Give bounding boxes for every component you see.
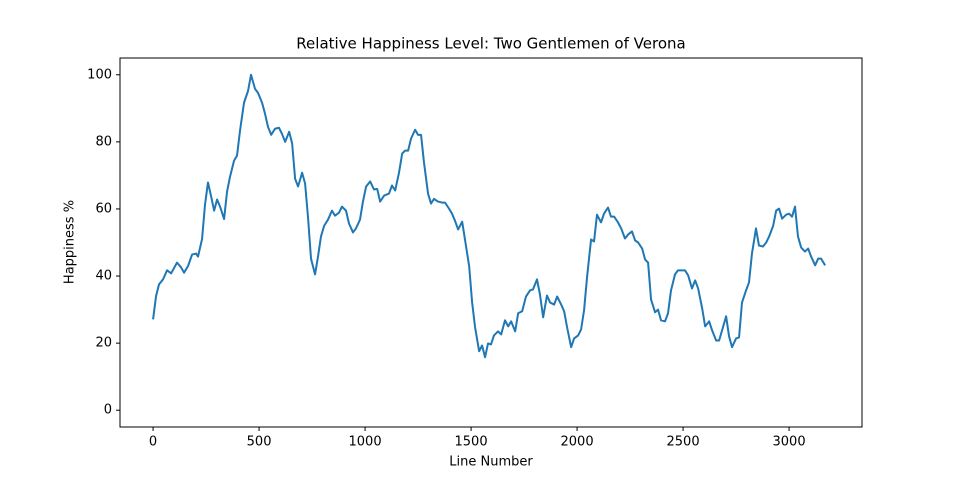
x-tick-label: 3000 — [773, 435, 806, 450]
y-tick-label: 40 — [95, 269, 112, 284]
y-axis-label: Happiness % — [63, 200, 78, 284]
chart-title: Relative Happiness Level: Two Gentlemen … — [296, 35, 685, 53]
x-tick-label: 1000 — [349, 435, 382, 450]
x-tick-label: 500 — [247, 435, 272, 450]
x-tick-label: 0 — [149, 435, 157, 450]
y-tick-label: 0 — [104, 403, 112, 418]
y-tick-label: 80 — [95, 134, 112, 149]
data-line — [152, 73, 826, 359]
plot-frame — [119, 57, 863, 428]
x-tick-label: 2500 — [667, 435, 700, 450]
x-tick-label: 2000 — [561, 435, 594, 450]
y-tick-label: 60 — [95, 201, 112, 216]
x-tick-label: 1500 — [455, 435, 488, 450]
y-tick-label: 100 — [87, 67, 112, 82]
x-axis-label: Line Number — [449, 455, 533, 470]
y-tick-label: 20 — [95, 336, 112, 351]
